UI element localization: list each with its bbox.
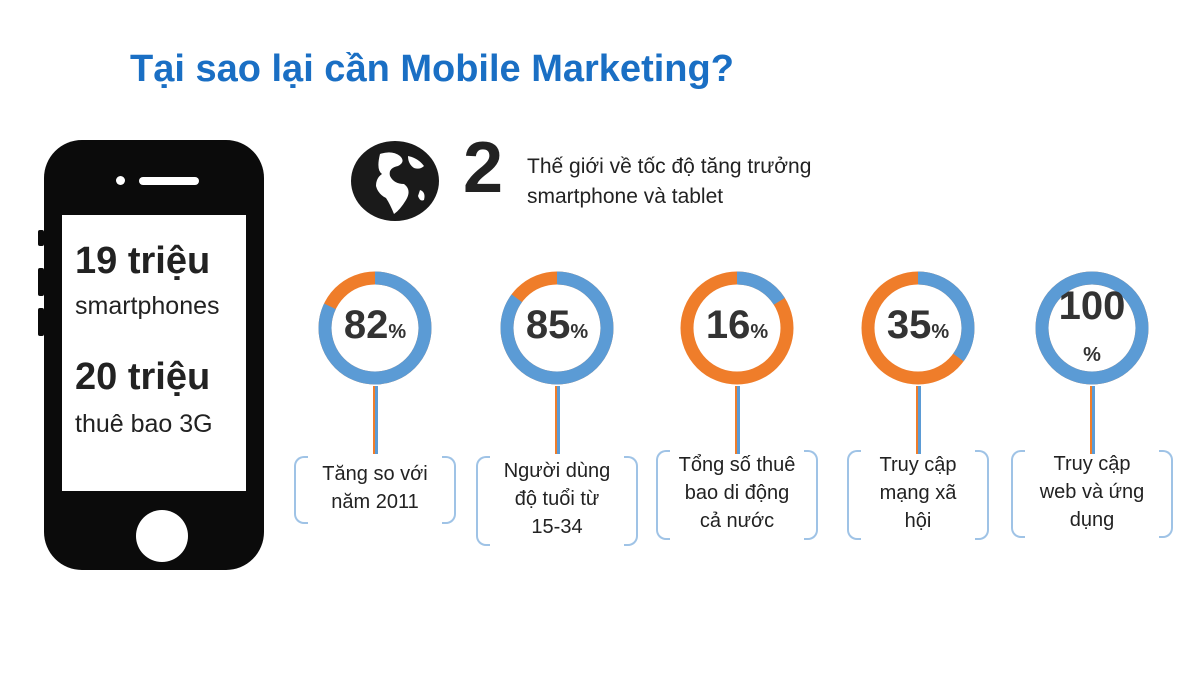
percent-value: 85% (525, 303, 589, 347)
donut-chart (318, 271, 432, 385)
donut-label-line: Tăng so với (322, 463, 428, 485)
phone-side-button (38, 268, 44, 296)
donut-chart (500, 271, 614, 385)
donut-label: Truy cập web và ứng dụng (1017, 450, 1167, 534)
donut-chart (861, 271, 975, 385)
donut-label: Truy cập mạng xã hội (853, 451, 983, 535)
phone-side-button (38, 308, 44, 336)
donut-label-line: bao di động (684, 482, 790, 504)
donut-label-line: dụng (1069, 509, 1115, 531)
donut-label-line: Truy cập (879, 454, 957, 476)
percent-value: 35% (886, 303, 950, 347)
label-bracket-right (975, 450, 989, 540)
label-bracket-right (442, 456, 456, 524)
phone-illustration (38, 140, 264, 570)
donut-value-arc (861, 271, 975, 385)
label-bracket-left (847, 450, 861, 540)
donut-label: Người dùng độ tuổi từ 15-34 (482, 457, 632, 541)
donut-label-line: Tổng số thuê (678, 454, 796, 476)
donut-value-arc (500, 271, 614, 385)
phone-camera (116, 176, 125, 185)
ranking-number: 2 (463, 128, 504, 208)
label-bracket-left (656, 450, 670, 540)
donut-label-line: Người dùng (503, 460, 611, 482)
percent-value: 16% (705, 303, 769, 347)
donut-label-line: Truy cập (1053, 453, 1131, 475)
headline-text: Thế giới về tốc độ tăng trưởng smartphon… (527, 152, 811, 212)
donut-label-line: độ tuổi từ (514, 488, 600, 510)
donut-stem (373, 386, 378, 454)
label-bracket-right (1159, 450, 1173, 538)
stat-3g-value: 20 triệu (75, 356, 211, 398)
headline-line: Thế giới về tốc độ tăng trưởng (527, 155, 812, 178)
donut-stem (916, 386, 921, 454)
phone-screen (62, 215, 246, 491)
label-bracket-left (1011, 450, 1025, 538)
donut-label-line: năm 2011 (331, 491, 419, 513)
percent-value: 100% (1058, 284, 1126, 366)
donut-label: Tăng so với năm 2011 (300, 460, 450, 516)
label-bracket-left (476, 456, 490, 546)
donut-value-arc (318, 271, 432, 385)
stat-smartphones-value: 19 triệu (75, 240, 211, 282)
donut-label-line: 15-34 (531, 516, 583, 538)
globe-icon (351, 141, 439, 221)
donut-stem (1090, 386, 1095, 454)
stat-smartphones-label: smartphones (75, 292, 220, 320)
donut-value-arc (680, 271, 794, 385)
donut-label-line: hội (904, 510, 932, 532)
label-bracket-left (294, 456, 308, 524)
phone-side-button (38, 230, 44, 246)
donut-stem (735, 386, 740, 454)
donut-label-line: mạng xã (879, 482, 957, 504)
label-bracket-right (804, 450, 818, 540)
label-bracket-right (624, 456, 638, 546)
phone-speaker (139, 177, 199, 185)
donut-chart (680, 271, 794, 385)
stat-3g-label: thuê bao 3G (75, 410, 213, 438)
donut-label-line: cả nước (699, 510, 775, 532)
donut-chart (1035, 271, 1149, 385)
page-title: Tại sao lại cần Mobile Marketing? (130, 48, 734, 90)
donut-stem (555, 386, 560, 454)
phone-home-button (136, 510, 188, 562)
headline-line: smartphone và tablet (527, 185, 724, 208)
donut-value-arc (1035, 271, 1149, 385)
donut-label-line: web và ứng (1039, 481, 1145, 503)
percent-value: 82% (343, 303, 407, 347)
donut-label: Tổng số thuê bao di động cả nước (662, 451, 812, 535)
